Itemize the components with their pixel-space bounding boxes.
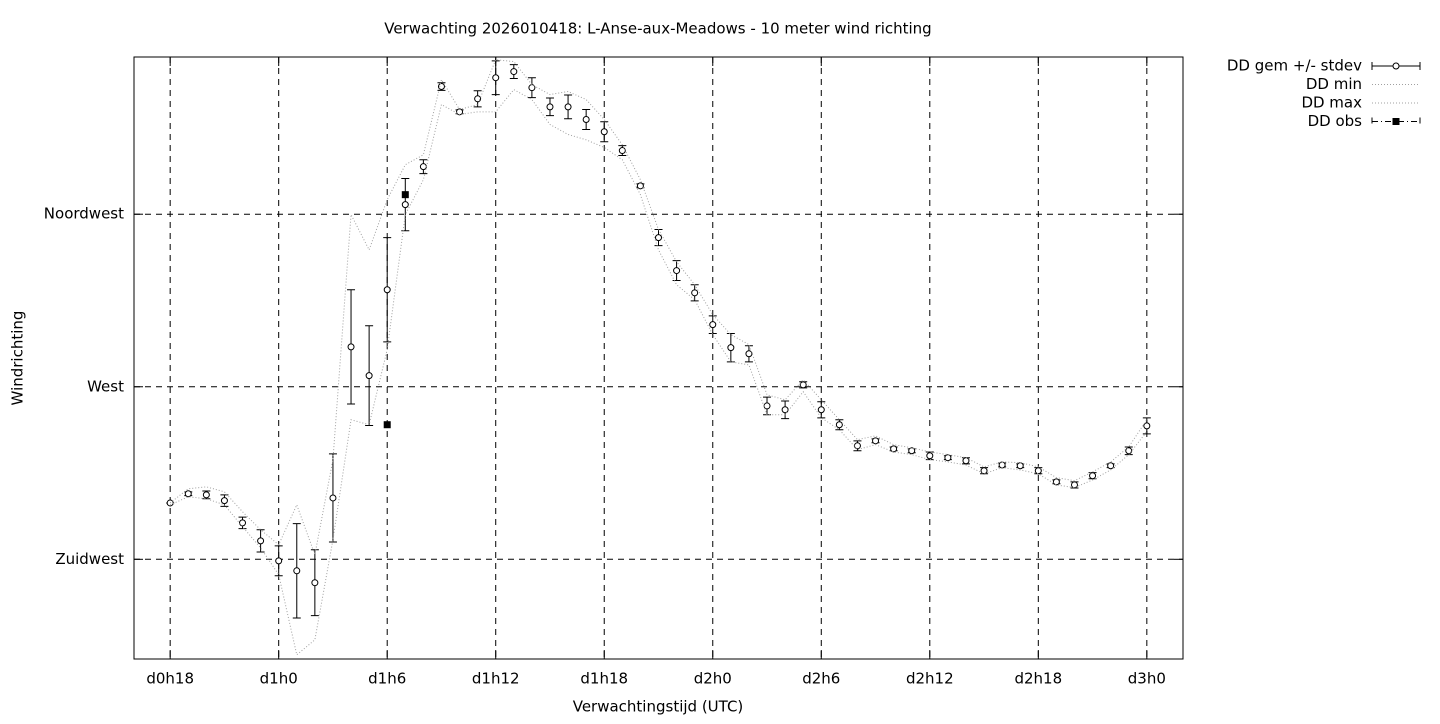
mean-point xyxy=(437,83,445,91)
mean-point xyxy=(546,103,554,111)
y-tick-label: Noordwest xyxy=(44,205,124,223)
x-tick-label: d1h6 xyxy=(368,670,406,688)
mean-point xyxy=(853,442,861,450)
mean-point xyxy=(275,557,283,565)
x-tick-label: d0h18 xyxy=(146,670,194,688)
x-tick-label: d2h0 xyxy=(694,670,732,688)
mean-point xyxy=(293,567,301,575)
mean-point xyxy=(528,84,536,92)
x-tick-label: d1h12 xyxy=(472,670,520,688)
mean-point xyxy=(817,406,825,414)
mean-point xyxy=(799,381,807,389)
mean-point xyxy=(383,286,391,294)
mean-point xyxy=(745,350,753,358)
mean-point xyxy=(908,447,916,455)
mean-point xyxy=(727,344,735,352)
mean-point xyxy=(835,421,843,429)
mean-point xyxy=(890,445,898,453)
mean-point xyxy=(311,579,319,587)
legend-label: DD min xyxy=(1306,75,1362,93)
mean-point xyxy=(474,95,482,103)
mean-point xyxy=(944,454,952,462)
mean-point xyxy=(401,201,409,209)
x-tick-label: d2h6 xyxy=(802,670,840,688)
mean-point xyxy=(1143,422,1151,430)
mean-point xyxy=(926,452,934,460)
mean-point xyxy=(781,406,789,414)
legend-label: DD max xyxy=(1301,94,1362,112)
legend-label: DD obs xyxy=(1308,112,1363,130)
range-line xyxy=(169,88,1148,656)
mean-point xyxy=(510,68,518,76)
mean-point xyxy=(419,163,427,171)
mean-point xyxy=(1107,462,1115,470)
mean-point xyxy=(347,343,355,351)
mean-point xyxy=(1089,472,1097,480)
mean-point xyxy=(239,519,247,527)
mean-point xyxy=(202,491,210,499)
plot-frame xyxy=(133,56,1184,660)
mean-point xyxy=(582,116,590,124)
legend-symbol xyxy=(1392,62,1400,70)
chart-title: Verwachting 2026010418: L-Anse-aux-Meado… xyxy=(384,20,931,38)
obs-point xyxy=(383,421,391,429)
x-tick-label: d2h12 xyxy=(906,670,954,688)
obs-point xyxy=(401,191,409,199)
mean-point xyxy=(763,402,771,410)
mean-point xyxy=(564,103,572,111)
mean-point xyxy=(636,182,644,190)
mean-point xyxy=(184,490,192,498)
mean-point xyxy=(329,494,337,502)
mean-point xyxy=(962,457,970,465)
x-tick-label: d1h0 xyxy=(260,670,298,688)
mean-point xyxy=(1034,467,1042,475)
mean-point xyxy=(691,289,699,297)
mean-point xyxy=(709,321,717,329)
legend-symbol xyxy=(1371,117,1421,126)
mean-point xyxy=(1125,447,1133,455)
mean-point xyxy=(618,147,626,155)
legend-label: DD gem +/- stdev xyxy=(1227,57,1362,75)
x-tick-label: d2h18 xyxy=(1014,670,1062,688)
mean-point xyxy=(872,437,880,445)
mean-point xyxy=(673,267,681,275)
mean-point xyxy=(600,128,608,136)
mean-point xyxy=(220,497,228,505)
mean-point xyxy=(1052,478,1060,486)
x-tick-label: d1h18 xyxy=(580,670,628,688)
mean-point xyxy=(980,467,988,475)
y-tick-label: West xyxy=(87,377,124,395)
mean-point xyxy=(257,537,265,545)
range-line xyxy=(169,59,1148,557)
y-tick-label: Zuidwest xyxy=(55,550,124,568)
legend-symbol xyxy=(1392,118,1400,125)
mean-point xyxy=(655,234,662,242)
x-tick-label: d3h0 xyxy=(1128,670,1166,688)
mean-point xyxy=(365,372,373,380)
mean-point xyxy=(1070,481,1078,489)
y-axis-label: Windrichting xyxy=(9,311,27,406)
mean-point xyxy=(1016,462,1024,470)
mean-point xyxy=(492,74,500,82)
x-axis-label: Verwachtingstijd (UTC) xyxy=(573,698,744,716)
